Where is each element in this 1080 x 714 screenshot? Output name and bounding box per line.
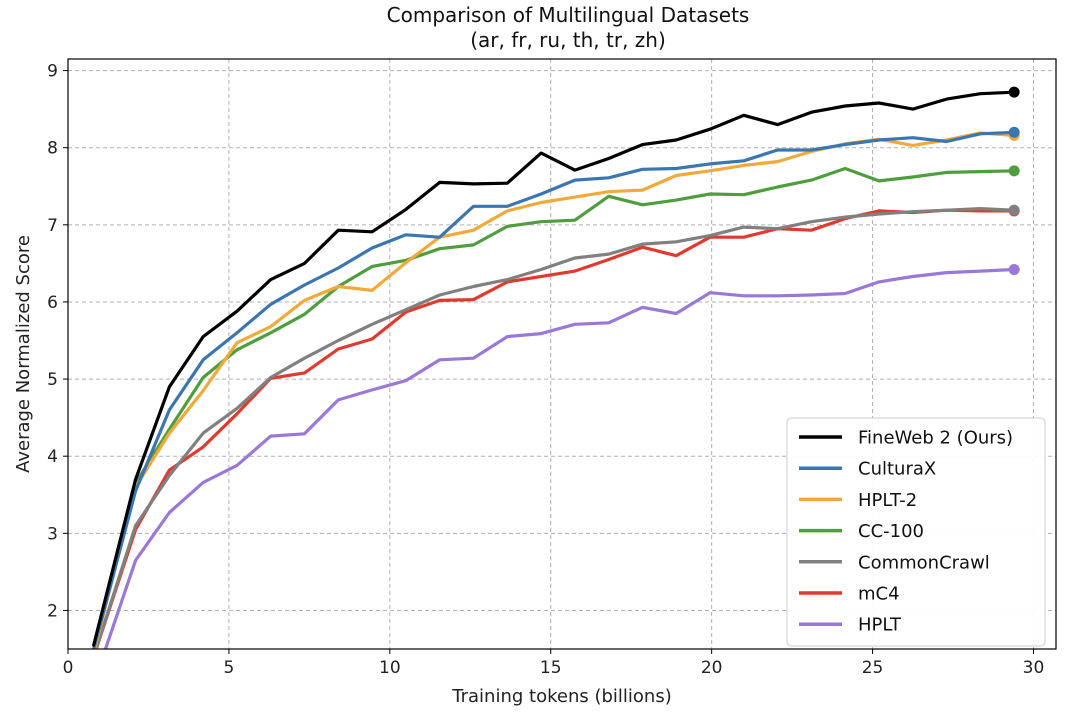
legend-box: [786, 417, 1046, 647]
legend: FineWeb 2 (Ours) CulturaX HPLT-2 CC-100 Comm…: [786, 417, 1046, 647]
ticks: 0 5 10 15 20 25 30 2 3 4 5 6 7 8 9: [47, 62, 1044, 678]
legend-entry: HPLT: [858, 615, 902, 636]
series-line-cc-100: [92, 166, 1016, 649]
y-tick-label: 8: [47, 139, 58, 159]
grid: [67, 59, 1056, 649]
series-end-point: [1008, 126, 1020, 138]
legend-entry: CC-100: [858, 521, 924, 542]
y-tick-label: 2: [47, 601, 58, 621]
x-tick-label: 25: [862, 658, 884, 678]
chart-subtitle: (ar, fr, ru, th, tr, zh): [470, 28, 666, 52]
series-line-fineweb-2-ours: [92, 90, 1016, 647]
y-axis-label: Average Normalized Score: [13, 235, 34, 473]
x-tick-label: 20: [701, 658, 723, 678]
series-line-culturax: [92, 130, 1016, 649]
y-tick-label: 5: [47, 370, 58, 390]
x-tick-label: 30: [1023, 658, 1045, 678]
series-end-point: [1008, 204, 1020, 216]
series-end-point: [1008, 264, 1020, 276]
x-tick-label: 15: [540, 658, 562, 678]
x-tick-label: 0: [63, 658, 74, 678]
end-markers: [1008, 86, 1020, 276]
y-tick-label: 4: [47, 447, 58, 467]
y-tick-label: 6: [47, 293, 58, 313]
series-line-hplt: [103, 267, 1016, 649]
chart-title: Comparison of Multilingual Datasets: [387, 3, 750, 27]
legend-entry: HPLT-2: [858, 490, 917, 511]
y-tick-label: 3: [47, 524, 58, 544]
legend-entry: CulturaX: [858, 459, 936, 480]
series-end-point: [1008, 86, 1020, 98]
x-tick-label: 10: [379, 658, 401, 678]
series-layer: [92, 90, 1016, 649]
x-axis-label: Training tokens (billions): [451, 686, 671, 707]
plot-frame: [67, 58, 1057, 650]
y-tick-label: 9: [47, 62, 58, 82]
x-tick-label: 5: [223, 658, 234, 678]
legend-entry: mC4: [858, 584, 900, 605]
series-line-commoncrawl: [94, 207, 1016, 649]
legend-entry: CommonCrawl: [858, 552, 990, 573]
y-tick-label: 7: [47, 216, 58, 236]
legend-entry: FineWeb 2 (Ours): [858, 428, 1013, 449]
series-end-point: [1008, 165, 1020, 177]
